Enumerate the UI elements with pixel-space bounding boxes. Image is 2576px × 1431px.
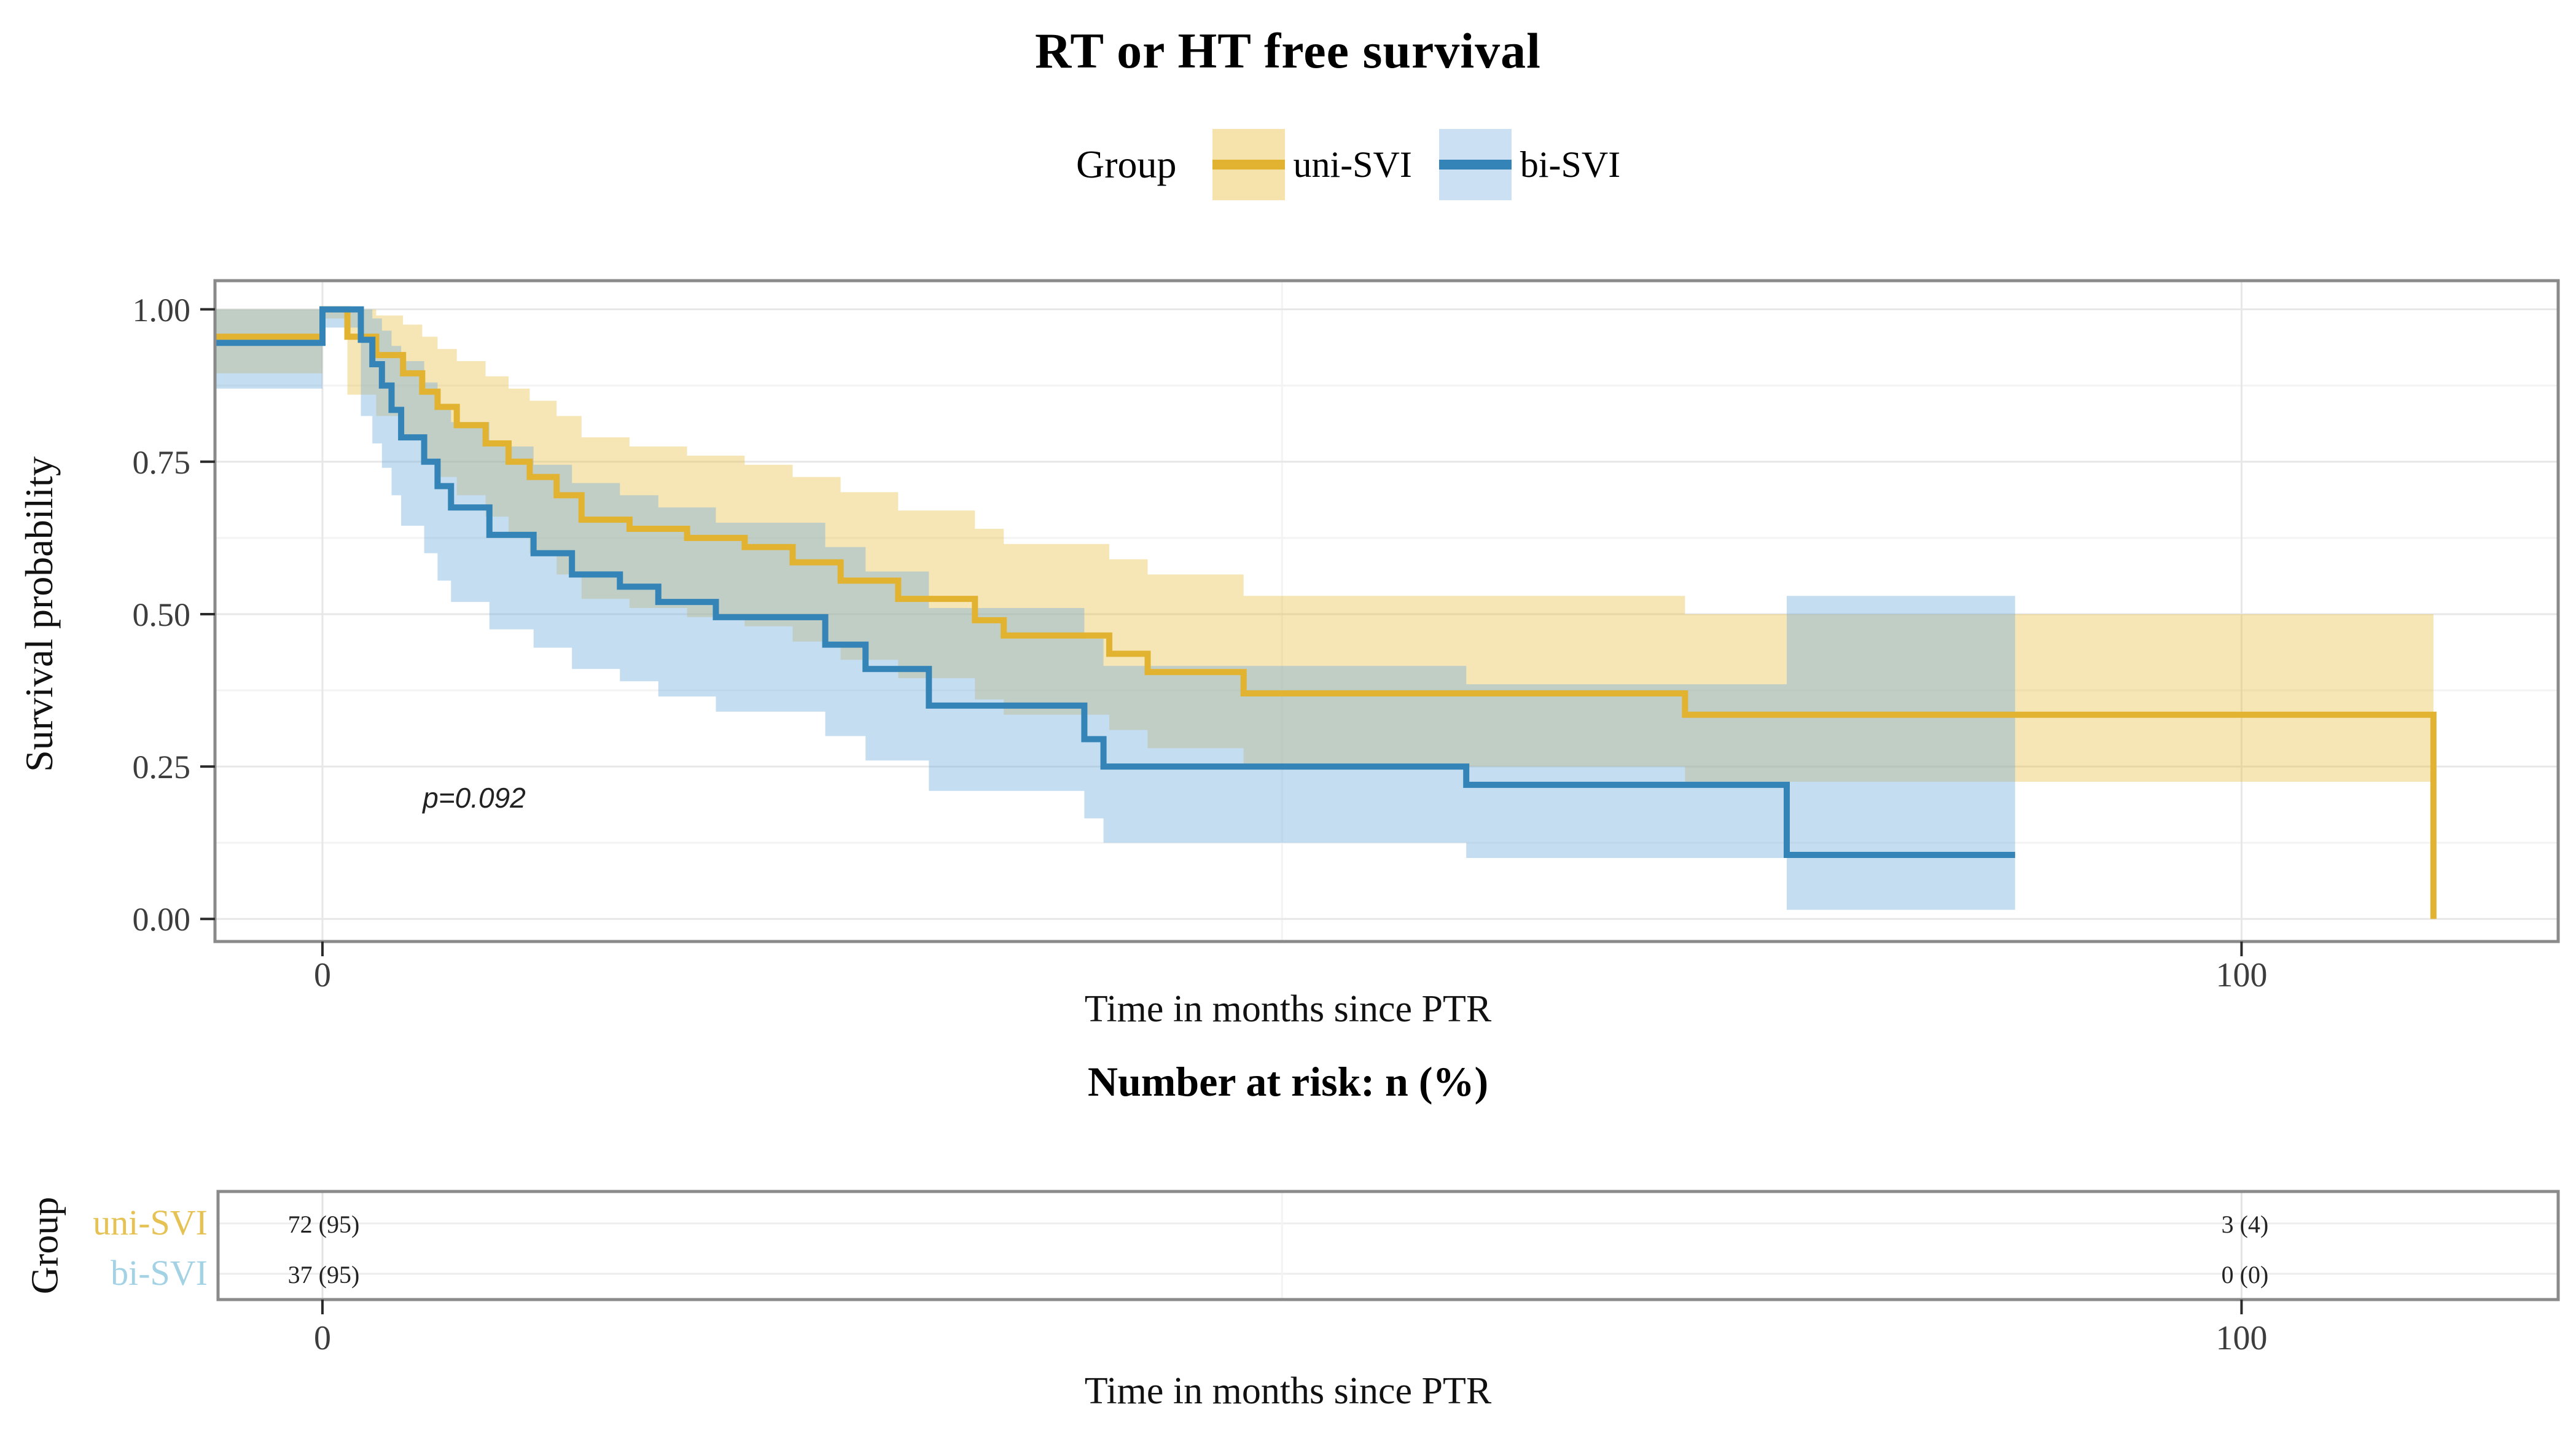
- x-tick-label-main-0: 0: [313, 956, 331, 994]
- legend-swatch-uni-svi: [1212, 129, 1285, 200]
- legend-group-label: Group: [1076, 142, 1177, 186]
- legend-item-label-uni-svi: uni-SVI: [1293, 144, 1412, 185]
- x-tick-label-risk-100: 100: [2215, 1319, 2268, 1357]
- risk-row-label-bi-svi: bi-SVI: [111, 1253, 208, 1293]
- legend-swatch-line-bi-svi: [1438, 160, 1512, 170]
- risk-row-label-uni-svi: uni-SVI: [93, 1203, 208, 1242]
- legend-swatch-line-uni-svi: [1212, 160, 1285, 170]
- risk-value-bi-svi-t0: 37 (95): [287, 1261, 360, 1289]
- chart-title: RT or HT free survival: [1035, 23, 1541, 79]
- risk-value-uni-svi-t100: 3 (4): [2221, 1211, 2269, 1238]
- legend-item-label-bi-svi: bi-SVI: [1520, 144, 1621, 185]
- x-axis-title-main: Time in months since PTR: [1084, 988, 1492, 1030]
- y-tick-label-0.25: 0.25: [132, 749, 191, 786]
- x-tick-label-risk-0: 0: [313, 1319, 331, 1357]
- x-tick-label-main-100: 100: [2215, 956, 2268, 994]
- y-tick-label-0.00: 0.00: [132, 901, 191, 938]
- risk-value-bi-svi-t100: 0 (0): [2221, 1261, 2269, 1289]
- y-tick-label-1.00: 1.00: [132, 291, 191, 329]
- risk-value-uni-svi-t0: 72 (95): [287, 1211, 360, 1238]
- p-value-annotation: p=0.092: [423, 782, 526, 814]
- y-tick-label-0.50: 0.50: [132, 596, 191, 633]
- legend: Group uni-SVI bi-SVI: [1076, 124, 1620, 205]
- y-tick-label-0.75: 0.75: [132, 443, 191, 481]
- risk-table-title: Number at risk: n (%): [1087, 1058, 1489, 1105]
- legend-swatch-bi-svi: [1438, 129, 1512, 200]
- x-axis-title-risk: Time in months since PTR: [1084, 1370, 1492, 1412]
